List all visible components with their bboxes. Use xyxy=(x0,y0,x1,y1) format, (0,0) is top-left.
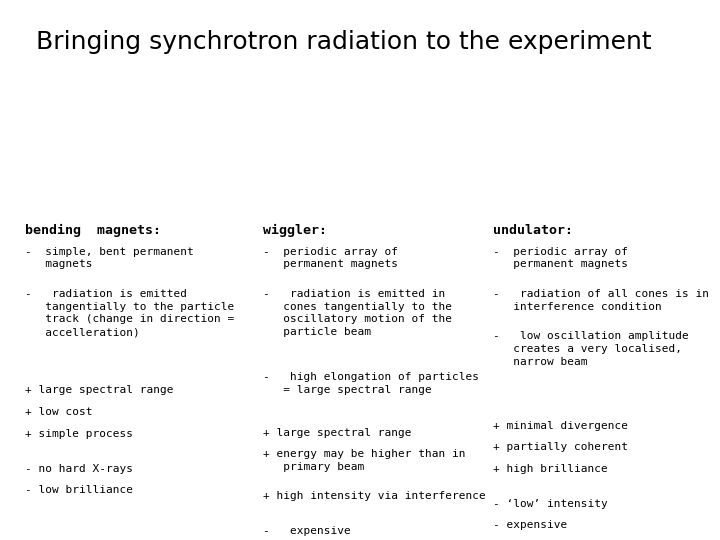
Text: -  simple, bent permanent
   magnets: - simple, bent permanent magnets xyxy=(25,247,194,269)
Text: + simple process: + simple process xyxy=(25,429,133,438)
Text: + high brilliance: + high brilliance xyxy=(493,464,608,474)
Text: - no hard X-rays: - no hard X-rays xyxy=(25,464,133,474)
Text: bending  magnets:: bending magnets: xyxy=(25,224,161,237)
Text: -   expensive: - expensive xyxy=(263,526,351,536)
Text: + minimal divergence: + minimal divergence xyxy=(493,421,628,430)
Text: - ‘low’ intensity: - ‘low’ intensity xyxy=(493,499,608,509)
Text: undulator:: undulator: xyxy=(493,224,573,237)
Text: wiggler:: wiggler: xyxy=(263,224,327,237)
Text: -   low oscillation amplitude
   creates a very localised,
   narrow beam: - low oscillation amplitude creates a ve… xyxy=(493,331,689,367)
Text: + large spectral range: + large spectral range xyxy=(263,428,411,437)
Text: + large spectral range: + large spectral range xyxy=(25,386,174,395)
Text: -   radiation is emitted in
   cones tangentially to the
   oscillatory motion o: - radiation is emitted in cones tangenti… xyxy=(263,289,452,337)
Text: -   radiation of all cones is in
   interference condition: - radiation of all cones is in interfere… xyxy=(493,289,709,312)
Text: - expensive: - expensive xyxy=(493,521,567,530)
Text: -   radiation is emitted
   tangentially to the particle
   track (change in dir: - radiation is emitted tangentially to t… xyxy=(25,289,235,337)
Text: Bringing synchrotron radiation to the experiment: Bringing synchrotron radiation to the ex… xyxy=(36,30,652,53)
Text: -  periodic array of
   permanent magnets: - periodic array of permanent magnets xyxy=(493,247,628,269)
Text: + low cost: + low cost xyxy=(25,407,93,417)
Text: -  periodic array of
   permanent magnets: - periodic array of permanent magnets xyxy=(263,247,397,269)
Text: + high intensity via interference: + high intensity via interference xyxy=(263,491,485,501)
Text: + energy may be higher than in
   primary beam: + energy may be higher than in primary b… xyxy=(263,449,465,472)
Text: - low brilliance: - low brilliance xyxy=(25,485,133,495)
Text: -   high elongation of particles
   = large spectral range: - high elongation of particles = large s… xyxy=(263,372,479,395)
Text: + partially coherent: + partially coherent xyxy=(493,442,628,452)
